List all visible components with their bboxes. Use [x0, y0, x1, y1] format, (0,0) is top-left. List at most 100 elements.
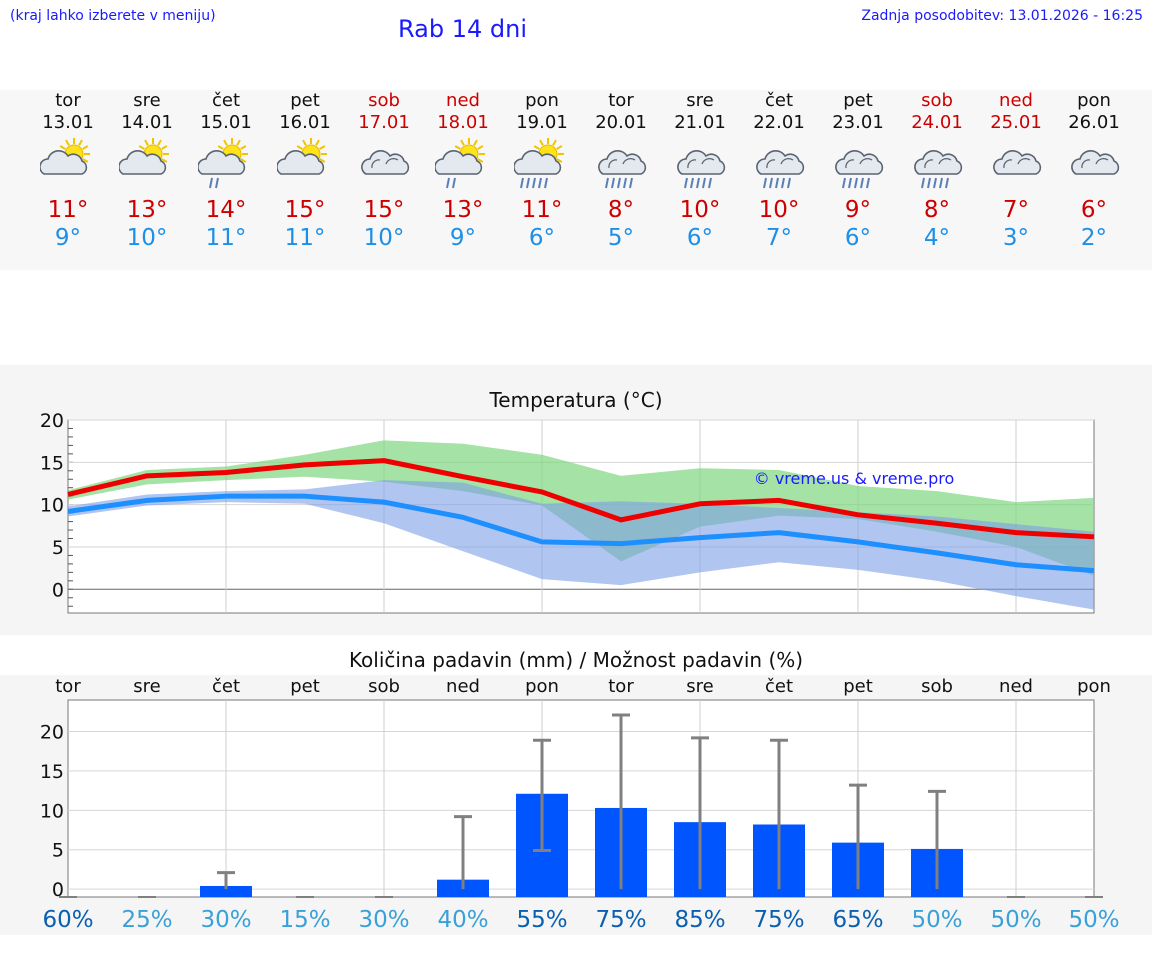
day-date: 21.01	[674, 112, 726, 133]
rain-drops-icon	[209, 177, 219, 189]
day-column: ned 25.01 7° 3°	[977, 90, 1056, 252]
temperature-chart: 0 5 10 15 20 © vreme.us & vreme.pro	[40, 410, 1095, 614]
cloud-rain-icon	[914, 150, 963, 189]
min-temperature: 10°	[126, 225, 168, 251]
day-date: 16.01	[279, 112, 331, 133]
precipitation-probability: 15%	[279, 907, 330, 933]
partly-sunny-icon	[119, 138, 169, 175]
day-name: pet	[843, 90, 873, 111]
day-date: 19.01	[516, 112, 568, 133]
day-date: 15.01	[200, 112, 252, 133]
rain-drops-icon	[446, 177, 456, 189]
day-name: čet	[764, 90, 794, 111]
min-temperature: 3°	[1002, 225, 1030, 251]
max-temperature: 10°	[679, 197, 721, 223]
day-date: 26.01	[1068, 112, 1120, 133]
sun-cloud-light-rain-icon	[435, 138, 485, 189]
y-tick-label: 0	[52, 879, 64, 901]
precipitation-bar	[200, 885, 252, 897]
day-date: 24.01	[911, 112, 963, 133]
cloud-rain-icon	[677, 150, 726, 189]
day-column: čet 15.01 14° 11°	[187, 90, 266, 252]
max-temperature: 8°	[607, 197, 635, 223]
min-temperature: 5°	[607, 225, 635, 251]
day-column: pon 19.01 11° 6°	[503, 90, 582, 252]
day-column: čet 22.01 10° 7°	[740, 90, 819, 252]
y-tick-label: 20	[40, 410, 64, 432]
x-category-label: sob	[368, 676, 400, 697]
last-update: Zadnja posodobitev: 13.01.2026 - 16:25	[861, 8, 1143, 24]
day-column: sre 14.01 13° 10°	[108, 90, 187, 252]
rain-drops-icon	[921, 177, 949, 189]
min-temperature: 2°	[1080, 225, 1108, 251]
x-category-label: pon	[1077, 676, 1111, 697]
cloud-part-icon	[835, 150, 884, 175]
sun-cloud-light-rain-icon	[198, 138, 248, 189]
max-temperature: 10°	[758, 197, 800, 223]
max-temperature: 11°	[47, 197, 89, 223]
day-date: 23.01	[832, 112, 884, 133]
day-column: sre 21.01 10° 6°	[661, 90, 740, 252]
cloud-part-icon	[277, 150, 325, 175]
x-category-label: ned	[446, 676, 480, 697]
cloud-part-icon	[598, 150, 647, 175]
day-date: 25.01	[990, 112, 1042, 133]
day-name: pet	[290, 90, 320, 111]
min-temperature: 4°	[923, 225, 951, 251]
day-name: pon	[525, 90, 559, 111]
cloudy-icon	[361, 150, 410, 175]
x-category-label: čet	[212, 676, 240, 697]
partly-sunny-icon	[40, 138, 90, 175]
y-tick-label: 20	[40, 722, 64, 744]
day-date: 22.01	[753, 112, 805, 133]
cloud-part-icon	[677, 150, 726, 175]
min-temperature: 9°	[449, 225, 477, 251]
max-temperature: 7°	[1002, 197, 1030, 223]
day-column: ned 18.01 13° 9°	[424, 90, 503, 252]
forecast-strip	[0, 90, 1152, 270]
precipitation-probability: 30%	[358, 907, 409, 933]
watermark: © vreme.us & vreme.pro	[754, 469, 955, 488]
cloudy-icon	[1071, 150, 1120, 175]
cloud-part-icon	[198, 150, 246, 175]
min-temperature: 11°	[205, 225, 247, 251]
max-temperature: 13°	[126, 197, 168, 223]
precipitation-probability: 60%	[42, 907, 93, 933]
max-temperature: 11°	[521, 197, 563, 223]
precipitation-probability: 55%	[516, 907, 567, 933]
max-temperature: 14°	[205, 197, 247, 223]
cloud-part-icon	[1071, 150, 1120, 175]
cloud-part-icon	[756, 150, 805, 175]
min-temperature: 11°	[284, 225, 326, 251]
x-category-label: čet	[765, 676, 793, 697]
day-name: pon	[1077, 90, 1111, 111]
partly-sunny-icon	[277, 138, 327, 175]
cloud-part-icon	[514, 150, 562, 175]
x-category-label: pon	[525, 676, 559, 697]
precipitation-probability: 50%	[1068, 907, 1119, 933]
cloud-part-icon	[361, 150, 410, 175]
precipitation-probability: 50%	[990, 907, 1041, 933]
x-category-label: ned	[999, 676, 1033, 697]
temperature-chart-title: Temperatura (°C)	[489, 388, 663, 412]
y-tick-label: 5	[52, 840, 64, 862]
max-temperature: 15°	[363, 197, 405, 223]
day-name: sre	[686, 90, 714, 111]
min-temperature-line	[67, 493, 1095, 574]
day-name: ned	[446, 90, 480, 111]
precipitation-probability: 50%	[911, 907, 962, 933]
day-date: 20.01	[595, 112, 647, 133]
max-temperature-line	[67, 458, 1095, 540]
rain-drops-icon	[763, 177, 791, 189]
day-column: sob 17.01 15° 10°	[345, 90, 424, 252]
y-tick-label: 15	[40, 452, 64, 474]
max-temperature: 15°	[284, 197, 326, 223]
day-date: 17.01	[358, 112, 410, 133]
x-category-label: tor	[55, 676, 81, 697]
cloud-part-icon	[914, 150, 963, 175]
precipitation-chart: tor sre čet pet sob ned pon tor sre čet pet sob ned p…	[40, 676, 1120, 933]
x-category-label: pet	[843, 676, 873, 697]
precipitation-chart-title: Količina padavin (mm) / Možnost padavin …	[348, 648, 804, 672]
day-column: tor 20.01 8° 5°	[582, 90, 661, 252]
min-temperature: 10°	[363, 225, 405, 251]
